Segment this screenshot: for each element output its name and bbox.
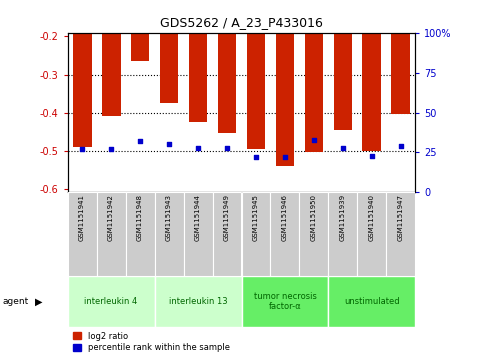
Text: GSM1151939: GSM1151939 bbox=[340, 194, 346, 241]
Bar bbox=[242, 276, 328, 327]
Text: GSM1151950: GSM1151950 bbox=[311, 194, 317, 241]
Bar bbox=[102, 0, 121, 116]
Bar bbox=[270, 192, 299, 276]
Bar bbox=[328, 276, 415, 327]
Text: interleukin 13: interleukin 13 bbox=[169, 297, 227, 306]
Bar bbox=[305, 0, 324, 152]
Bar bbox=[386, 192, 415, 276]
Bar bbox=[328, 192, 357, 276]
Text: GSM1151945: GSM1151945 bbox=[253, 194, 259, 241]
Bar bbox=[68, 192, 97, 276]
Bar bbox=[184, 192, 213, 276]
Text: GSM1151940: GSM1151940 bbox=[369, 194, 375, 241]
Text: GSM1151948: GSM1151948 bbox=[137, 194, 143, 241]
Text: unstimulated: unstimulated bbox=[344, 297, 400, 306]
Point bbox=[339, 145, 347, 151]
Point bbox=[165, 142, 173, 147]
Text: GSM1151944: GSM1151944 bbox=[195, 194, 201, 241]
Point bbox=[310, 137, 318, 143]
Text: interleukin 4: interleukin 4 bbox=[85, 297, 138, 306]
Bar bbox=[363, 0, 382, 151]
Text: ▶: ▶ bbox=[35, 296, 43, 306]
Text: GSM1151942: GSM1151942 bbox=[108, 194, 114, 241]
Bar bbox=[334, 0, 353, 130]
Bar bbox=[160, 0, 179, 103]
Bar bbox=[299, 192, 328, 276]
Bar bbox=[357, 192, 386, 276]
Text: GSM1151946: GSM1151946 bbox=[282, 194, 288, 241]
Bar bbox=[73, 0, 92, 147]
Text: GDS5262 / A_23_P433016: GDS5262 / A_23_P433016 bbox=[160, 16, 323, 29]
Point bbox=[194, 145, 202, 151]
Bar bbox=[392, 0, 411, 114]
Point bbox=[136, 138, 144, 144]
Point bbox=[107, 146, 115, 152]
Text: tumor necrosis
factor-α: tumor necrosis factor-α bbox=[254, 291, 316, 311]
Point bbox=[397, 143, 405, 149]
Text: GSM1151943: GSM1151943 bbox=[166, 194, 172, 241]
Point bbox=[78, 146, 86, 152]
Text: agent: agent bbox=[2, 297, 28, 306]
Bar bbox=[155, 276, 242, 327]
Bar bbox=[189, 0, 208, 122]
Bar bbox=[247, 0, 266, 149]
Point bbox=[368, 153, 376, 159]
Bar bbox=[242, 192, 270, 276]
Point bbox=[223, 145, 231, 151]
Bar bbox=[126, 192, 155, 276]
Point bbox=[281, 154, 289, 160]
Bar bbox=[155, 192, 184, 276]
Point bbox=[252, 154, 260, 160]
Bar bbox=[131, 0, 150, 61]
Legend: log2 ratio, percentile rank within the sample: log2 ratio, percentile rank within the s… bbox=[72, 331, 230, 353]
Bar bbox=[276, 0, 295, 166]
Bar bbox=[213, 192, 242, 276]
Text: GSM1151947: GSM1151947 bbox=[398, 194, 404, 241]
Text: GSM1151941: GSM1151941 bbox=[79, 194, 85, 241]
Bar bbox=[97, 192, 126, 276]
Bar bbox=[68, 276, 155, 327]
Text: GSM1151949: GSM1151949 bbox=[224, 194, 230, 241]
Bar bbox=[218, 0, 237, 134]
